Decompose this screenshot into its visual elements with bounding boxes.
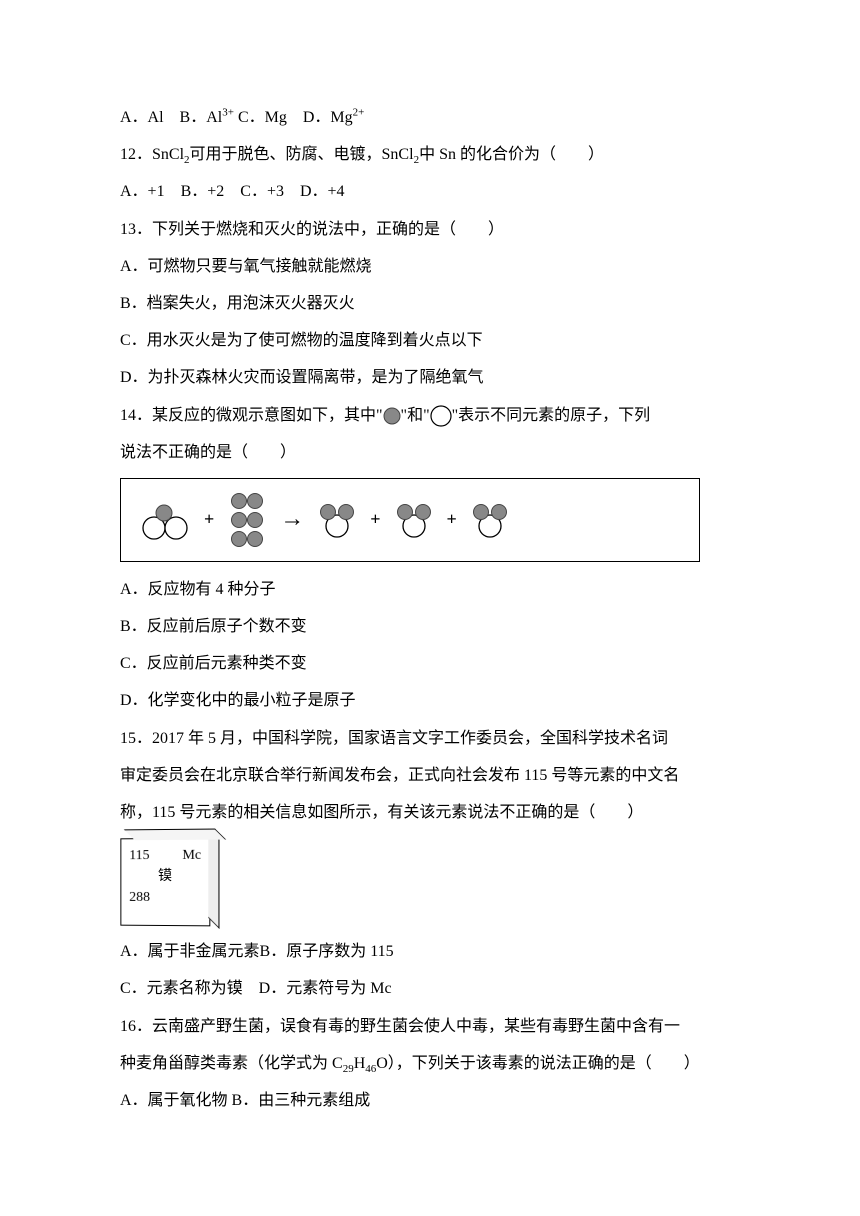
element-box-diagram: 115 Mc 镆 288: [120, 838, 210, 927]
product-2: [389, 500, 439, 540]
q14-stem-line2: 说法不正确的是（ ）: [120, 435, 740, 470]
q13-stem: 13．下列关于燃烧和灭火的说法中，正确的是（ ）: [120, 212, 740, 247]
q15-optAB: A．属于非金属元素B．原子序数为 115: [120, 934, 740, 969]
plus-icon: +: [447, 500, 457, 540]
q15-optCD: C．元素名称为镆 D．元素符号为 Mc: [120, 971, 740, 1006]
q13-optA: A．可燃物只要与氧气接触就能燃烧: [120, 249, 740, 284]
q14-stem-line1: 14．某反应的微观示意图如下，其中""和""表示不同元素的原子，下列: [120, 398, 740, 433]
product-1: [312, 500, 362, 540]
product-3: [465, 500, 515, 540]
q14-optD: D．化学变化中的最小粒子是原子: [120, 683, 740, 718]
reactant-1: [136, 500, 196, 540]
q13-optC: C．用水灭火是为了使可燃物的温度降到着火点以下: [120, 323, 740, 358]
reactant-2-column: [230, 492, 264, 548]
q15-stem-line2: 审定委员会在北京联合举行新闻发布会，正式向社会发布 115 号等元素的中文名: [120, 758, 740, 793]
q16-optAB: A．属于氧化物 B．由三种元素组成: [120, 1083, 740, 1118]
element-symbol: Mc: [182, 845, 201, 866]
plus-icon: +: [370, 500, 380, 540]
q15-stem-line3: 称，115 号元素的相关信息如图所示，有关该元素说法不正确的是（ ）: [120, 795, 740, 830]
q15-stem-line1: 15．2017 年 5 月，中国科学院，国家语言文字工作委员会，全国科学技术名词: [120, 721, 740, 756]
q14-optB: B．反应前后原子个数不变: [120, 609, 740, 644]
q13-optD: D．为扑灭森林火灾而设置隔离带，是为了隔绝氧气: [120, 360, 740, 395]
element-number: 115: [129, 845, 149, 866]
q16-stem-line2: 种麦角甾醇类毒素（化学式为 C29H46O），下列关于该毒素的说法正确的是（ ）: [120, 1046, 740, 1081]
element-mass: 288: [129, 887, 201, 908]
arrow-icon: →: [280, 493, 304, 546]
q13-optB: B．档案失火，用泡沫灭火器灭火: [120, 286, 740, 321]
q12-options: A．+1 B．+2 C．+3 D．+4: [120, 174, 740, 209]
q14-optC: C．反应前后元素种类不变: [120, 646, 740, 681]
q11-options: A．Al B．Al3+ C．Mg D．Mg2+: [120, 100, 740, 135]
q14-diagram: + → + +: [120, 478, 700, 562]
q12-stem: 12．SnCl2可用于脱色、防腐、电镀，SnCl2中 Sn 的化合价为（ ）: [120, 137, 740, 172]
q16-stem-line1: 16．云南盛产野生菌，误食有毒的野生菌会使人中毒，某些有毒野生菌中含有一: [120, 1009, 740, 1044]
plus-icon: +: [204, 500, 214, 540]
element-name: 镆: [129, 866, 201, 887]
q14-optA: A．反应物有 4 种分子: [120, 572, 740, 607]
